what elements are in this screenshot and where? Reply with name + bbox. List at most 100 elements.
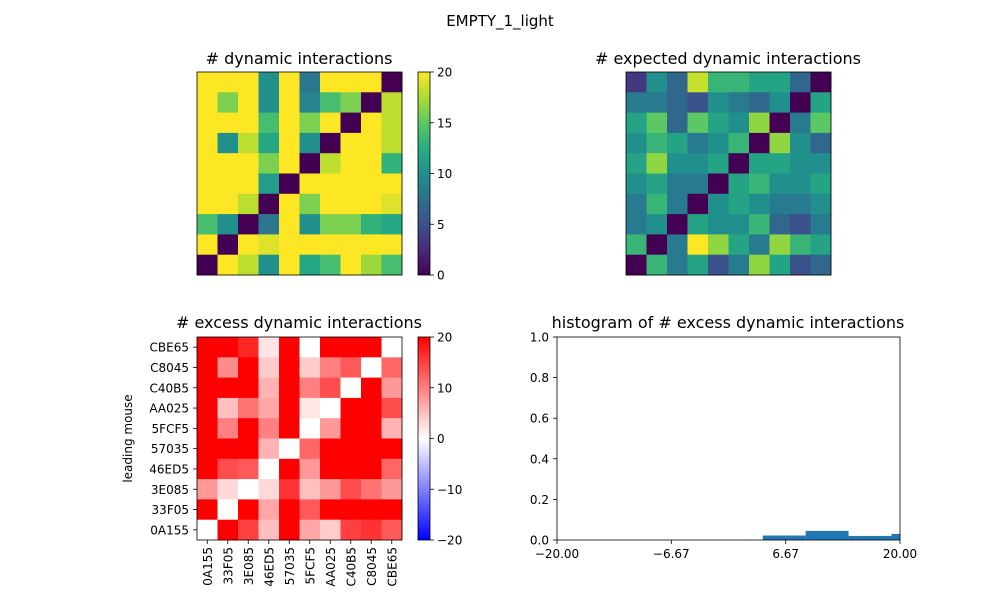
- heatmap-cell: [217, 397, 239, 419]
- colorbar-ticks: −20 −10 0 10 20: [430, 331, 462, 548]
- heatmap-cell: [279, 377, 300, 399]
- heatmap-cell: [340, 377, 362, 399]
- heatmap-cell: [299, 377, 321, 399]
- heatmap-cell: [646, 193, 668, 215]
- heatmap-cell: [646, 173, 668, 195]
- heatmap-cell: [217, 438, 239, 460]
- heatmap-cell: [258, 458, 280, 480]
- heatmap-cell: [197, 438, 218, 460]
- heatmap-cell: [769, 153, 791, 174]
- heatmap-cell: [279, 458, 300, 480]
- heatmap-cell: [279, 153, 300, 174]
- heatmap-cell: [320, 337, 341, 358]
- heatmap-cell: [810, 254, 832, 276]
- y-axis-label: leading mouse: [121, 394, 135, 482]
- heatmap-cell: [340, 254, 362, 276]
- heatmap-cell: [646, 254, 668, 276]
- heatmap-cell: [769, 173, 791, 195]
- heatmap-cell: [381, 153, 403, 174]
- colorbar-tick-label: 10: [437, 381, 452, 395]
- row-tick-label: C40B5: [149, 381, 189, 395]
- heatmap-cell: [320, 438, 341, 460]
- heatmap-cell: [217, 234, 239, 256]
- heatmap-cell: [361, 418, 382, 439]
- heatmap-cells: [626, 72, 832, 276]
- heatmap-cell: [769, 254, 791, 276]
- heatmap-cell: [299, 72, 321, 93]
- heatmap-cell: [299, 458, 321, 480]
- heatmap-cell: [258, 519, 280, 541]
- heatmap-cell: [299, 92, 321, 113]
- heatmap-cell: [279, 112, 300, 134]
- row-tick-label: 5FCF5: [152, 422, 189, 436]
- heatmap-cell: [769, 132, 791, 154]
- heatmap-cell: [258, 92, 280, 113]
- heatmap-cell: [626, 132, 647, 154]
- heatmap-cell: [197, 193, 218, 215]
- row-tick-labels: CBE65 C8045 C40B5 AA025 5FCF5 57035 46ED5 3E085…: [149, 341, 197, 537]
- heatmap-cell: [749, 132, 770, 154]
- x-tick-label: 20.00: [883, 547, 917, 561]
- heatmap-cell: [299, 193, 321, 215]
- x-tick-label: −20.00: [535, 547, 579, 561]
- heatmap-frame: [625, 71, 832, 276]
- colorbar-gradient: [417, 71, 431, 276]
- heatmap-cell: [361, 519, 382, 541]
- heatmap-cell: [299, 254, 321, 276]
- heatmap-cell: [279, 214, 300, 235]
- heatmap-cell: [320, 397, 341, 419]
- heatmap-cell: [810, 214, 832, 235]
- heatmap-cell: [340, 418, 362, 439]
- heatmap-cell: [258, 357, 280, 378]
- heatmap-cell: [381, 173, 403, 195]
- col-tick-label: C40B5: [344, 547, 358, 587]
- heatmap-cell: [769, 92, 791, 113]
- heatmap-cell: [258, 418, 280, 439]
- col-tick-label: 57035: [283, 547, 297, 585]
- heatmap-cell: [687, 234, 709, 256]
- heatmap-cell: [197, 132, 218, 154]
- heatmap-cell: [217, 193, 239, 215]
- heatmap-cell: [381, 92, 403, 113]
- heatmap-cell: [728, 173, 750, 195]
- heatmap-cell: [279, 193, 300, 215]
- heatmap-cell: [258, 153, 280, 174]
- heatmap-cell: [238, 519, 259, 541]
- heatmap-cell: [238, 438, 259, 460]
- heatmap-cell: [217, 418, 239, 439]
- heatmap-cell: [279, 499, 300, 521]
- heatmap-frame: [196, 71, 403, 276]
- heatmap-cell: [687, 193, 709, 215]
- heatmap-cell: [340, 132, 362, 154]
- histogram-bar: [762, 535, 806, 540]
- heatmap-cell: [217, 112, 239, 134]
- heatmap-cell: [279, 92, 300, 113]
- heatmap-cell: [810, 72, 832, 93]
- heatmap-cell: [687, 92, 709, 113]
- heatmap-cell: [238, 92, 259, 113]
- heatmap-cell: [769, 112, 791, 134]
- heatmap-cell: [217, 72, 239, 93]
- row-tick-label: 3E085: [151, 483, 189, 497]
- heatmap-cell: [217, 337, 239, 358]
- heatmap-cell: [667, 112, 688, 134]
- col-tick-label: 46ED5: [262, 547, 276, 587]
- heatmap-cell: [361, 112, 382, 134]
- heatmap-cell: [381, 458, 403, 480]
- panel-excess-dynamic-interactions: # excess dynamic interactions CBE65 C8045…: [121, 313, 462, 587]
- heatmap-cell: [687, 132, 709, 154]
- heatmap-cell: [790, 153, 811, 174]
- heatmap-cell: [320, 193, 341, 215]
- row-tick-label: C8045: [150, 361, 189, 375]
- colorbar-gradient: [417, 336, 431, 541]
- heatmap-cell: [279, 418, 300, 439]
- heatmap-cell: [361, 438, 382, 460]
- heatmap-cell: [299, 438, 321, 460]
- heatmap-cell: [361, 337, 382, 358]
- heatmap-cell: [217, 173, 239, 195]
- heatmap-cell: [749, 153, 770, 174]
- heatmap-cell: [810, 153, 832, 174]
- heatmap-cell: [238, 214, 259, 235]
- heatmap-cell: [279, 479, 300, 500]
